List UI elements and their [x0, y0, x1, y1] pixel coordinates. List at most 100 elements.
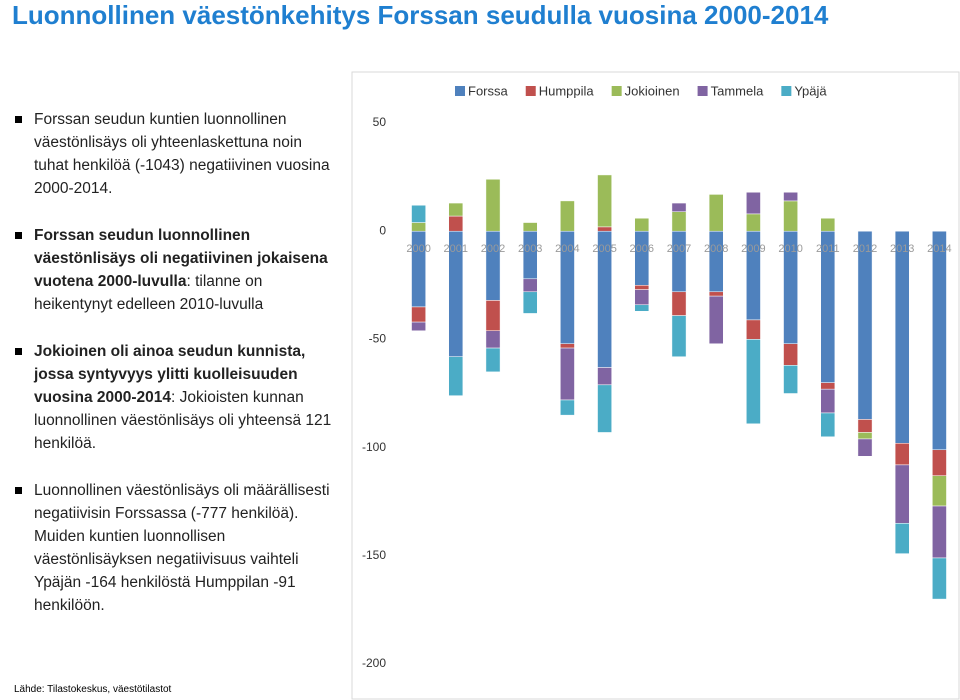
- bar-segment: [560, 343, 575, 349]
- x-tick-label: 2014: [927, 243, 951, 255]
- bar-segment: [485, 179, 501, 232]
- bar-segment: [448, 215, 464, 232]
- x-tick-label: 2003: [518, 243, 542, 255]
- x-tick-label: 2000: [406, 243, 430, 255]
- bar-segment: [783, 343, 798, 366]
- bar-segment: [783, 365, 798, 394]
- bullet-text: Jokioinen oli ainoa seudun kunnista, jos…: [34, 343, 306, 406]
- legend-label: Tammela: [711, 83, 765, 98]
- y-tick-label: 50: [373, 115, 387, 129]
- bar-segment: [597, 226, 612, 232]
- bar-segment: [746, 191, 761, 215]
- bullet-text: Luonnollinen väestönlisäys oli määrällis…: [34, 482, 330, 614]
- x-tick-label: 2011: [816, 243, 840, 255]
- x-tick-label: 2001: [444, 243, 468, 255]
- bar-segment: [671, 291, 687, 316]
- bar-segment: [894, 464, 910, 524]
- y-tick-label: -200: [362, 656, 386, 670]
- bullet-text: : Jokioisten kunnan luonnollinen väestön…: [34, 389, 332, 452]
- bar-segment: [746, 213, 761, 232]
- x-tick-label: 2008: [704, 243, 728, 255]
- y-tick-label: -100: [362, 440, 386, 454]
- y-tick-label: -150: [362, 548, 386, 562]
- bar-segment: [411, 321, 426, 331]
- bar-segment: [634, 289, 650, 306]
- bar-segment: [857, 438, 873, 457]
- bar-segment: [485, 300, 501, 331]
- bar-segment: [820, 388, 836, 414]
- bar-segment: [522, 222, 538, 232]
- bar-segment: [820, 412, 836, 438]
- bar-segment: [857, 230, 873, 420]
- bar-segment: [857, 419, 873, 433]
- bar-segment: [894, 443, 910, 466]
- bar-segment: [894, 230, 910, 444]
- bar-segment: [932, 230, 947, 451]
- bar-segment: [671, 315, 687, 357]
- bar-segment: [746, 339, 761, 425]
- legend-swatch: [611, 86, 622, 96]
- x-tick-label: 2010: [778, 243, 802, 255]
- bar-segment: [820, 382, 836, 390]
- bar-segment: [894, 523, 910, 554]
- bar-segment: [560, 347, 575, 401]
- bar-segment: [522, 291, 538, 314]
- bar-segment: [708, 194, 724, 232]
- y-tick-label: 0: [379, 223, 386, 237]
- bar-segment: [671, 230, 687, 293]
- bar-segment: [708, 295, 724, 344]
- bar-segment: [485, 330, 501, 349]
- bar-segment: [857, 432, 873, 440]
- bar-segment: [708, 291, 724, 297]
- bar-segment: [708, 230, 724, 293]
- bar-segment: [411, 222, 426, 232]
- x-tick-label: 2005: [592, 243, 616, 255]
- bullet-list: Forssan seudun kuntien luonnollinen väes…: [14, 108, 336, 641]
- x-tick-label: 2007: [667, 243, 691, 255]
- slide-title: Luonnollinen väestönkehitys Forssan seud…: [12, 0, 829, 30]
- legend-swatch: [455, 86, 465, 96]
- bar-segment: [634, 304, 650, 312]
- legend-swatch: [697, 86, 708, 96]
- bar-segment: [783, 200, 798, 232]
- x-tick-label: 2002: [481, 243, 505, 255]
- bar-segment: [783, 191, 798, 202]
- legend-label: Humppila: [539, 83, 595, 98]
- bar-segment: [671, 202, 687, 212]
- bar-segment: [411, 204, 426, 223]
- bar-segment: [932, 449, 947, 476]
- x-tick-label: 2009: [741, 243, 765, 255]
- bar-segment: [560, 200, 575, 232]
- bar-segment: [820, 217, 836, 232]
- bullet-text: Forssan seudun luonnollinen väestönlisäy…: [34, 227, 328, 290]
- x-tick-label: 2012: [853, 243, 877, 255]
- bar-segment: [411, 306, 426, 323]
- bullet: Luonnollinen väestönlisäys oli määrällis…: [14, 479, 336, 617]
- bar-segment: [522, 278, 538, 293]
- x-tick-label: 2013: [890, 243, 914, 255]
- bar-segment: [485, 230, 501, 301]
- y-tick-label: -50: [369, 332, 387, 346]
- source: Lähde: Tilastokeskus, väestötilastot: [14, 684, 172, 695]
- bar-segment: [597, 384, 612, 433]
- legend-swatch: [525, 86, 536, 96]
- bullet-text: Forssan seudun kuntien luonnollinen väes…: [34, 111, 330, 197]
- bar-segment: [746, 319, 761, 340]
- bar-segment: [560, 399, 575, 416]
- bar-segment: [597, 367, 612, 386]
- bar-segment: [448, 202, 464, 217]
- bullet: Jokioinen oli ainoa seudun kunnista, jos…: [14, 340, 336, 455]
- bar-segment: [485, 347, 501, 373]
- bar-segment: [634, 217, 650, 232]
- legend-label: Forssa: [468, 83, 509, 98]
- bar-segment: [932, 475, 947, 507]
- bar-segment: [634, 230, 650, 286]
- legend-label: Jokioinen: [625, 83, 680, 98]
- bar-segment: [671, 211, 687, 232]
- bar-segment: [634, 285, 650, 290]
- x-tick-label: 2006: [630, 243, 654, 255]
- bar-segment: [932, 557, 947, 600]
- bar-segment: [448, 356, 464, 396]
